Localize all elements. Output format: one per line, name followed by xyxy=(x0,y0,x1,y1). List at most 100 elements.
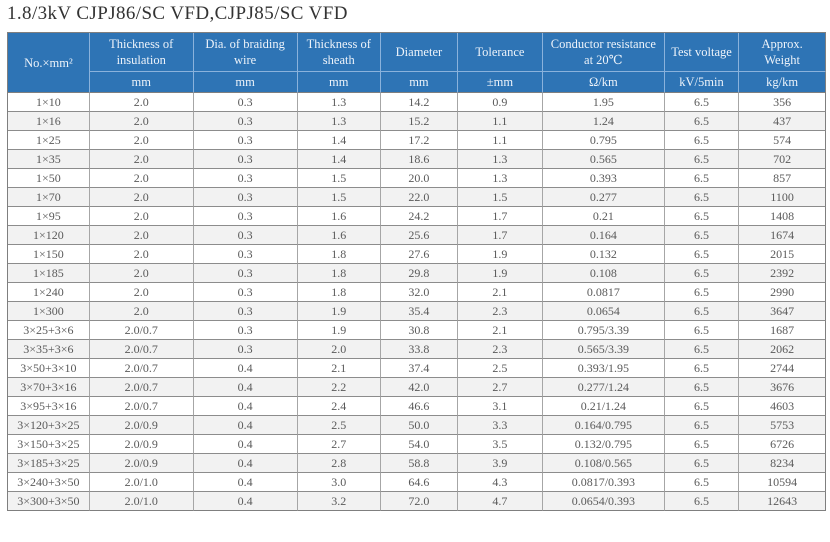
cell: 6.5 xyxy=(664,397,740,417)
cell: 702 xyxy=(739,150,826,170)
column-header-5: Diameter xyxy=(380,33,458,72)
cell: 15.2 xyxy=(380,112,458,132)
cell: 54.0 xyxy=(380,435,458,455)
cell: 0.3 xyxy=(193,150,298,170)
cell-size: 3×95+3×16 xyxy=(8,397,90,417)
cell: 1.8 xyxy=(297,264,381,284)
cell: 3.1 xyxy=(457,397,543,417)
cell: 0.3 xyxy=(193,283,298,303)
column-header-4: Thickness of sheath xyxy=(297,33,381,72)
cell: 2.0 xyxy=(89,169,194,189)
cell: 1.3 xyxy=(457,169,543,189)
cell: 0.795/3.39 xyxy=(542,321,665,341)
cell: 2.1 xyxy=(297,359,381,379)
cell: 8234 xyxy=(739,454,826,474)
cell: 2.0 xyxy=(89,112,194,132)
table-row: 3×150+3×25 2.0/0.9 0.4 2.7 54.0 3.5 0.132/0.79… xyxy=(8,435,826,455)
cell: 2.0 xyxy=(89,131,194,151)
cell: 0.3 xyxy=(193,321,298,341)
cell-size: 3×150+3×25 xyxy=(8,435,90,455)
table-row: 1×300 2.0 0.3 1.9 35.4 2.3 0.0654 6.5 3647 xyxy=(8,302,826,322)
cell-size: 1×150 xyxy=(8,245,90,265)
cell: 0.3 xyxy=(193,340,298,360)
cell-size: 3×70+3×16 xyxy=(8,378,90,398)
cell-size: 1×10 xyxy=(8,93,90,113)
cell: 0.795 xyxy=(542,131,665,151)
table-row: 1×120 2.0 0.3 1.6 25.6 1.7 0.164 6.5 1674 xyxy=(8,226,826,246)
cell: 2.0/0.7 xyxy=(89,378,194,398)
cell: 72.0 xyxy=(380,492,458,512)
cell: 0.393 xyxy=(542,169,665,189)
cell: 1.6 xyxy=(297,226,381,246)
cell: 2.0/0.7 xyxy=(89,321,194,341)
cell: 2.0/1.0 xyxy=(89,473,194,493)
cell-size: 1×300 xyxy=(8,302,90,322)
cell: 1.8 xyxy=(297,245,381,265)
cell: 2.8 xyxy=(297,454,381,474)
cell: 37.4 xyxy=(380,359,458,379)
cell: 6.5 xyxy=(664,302,740,322)
cell: 1.7 xyxy=(457,226,543,246)
column-unit-3: mm xyxy=(193,72,298,94)
cell-size: 3×185+3×25 xyxy=(8,454,90,474)
cell: 0.565/3.39 xyxy=(542,340,665,360)
cell: 6.5 xyxy=(664,473,740,493)
cell: 6.5 xyxy=(664,131,740,151)
column-unit-6: ±mm xyxy=(457,72,543,94)
cell: 2.0 xyxy=(89,245,194,265)
cell: 1.3 xyxy=(297,93,381,113)
table-row: 3×300+3×50 2.0/1.0 0.4 3.2 72.0 4.7 0.0654/0.3… xyxy=(8,492,826,512)
cell: 0.0817 xyxy=(542,283,665,303)
cell: 50.0 xyxy=(380,416,458,436)
cell-size: 3×35+3×6 xyxy=(8,340,90,360)
cell: 2.0/0.7 xyxy=(89,397,194,417)
cell: 1.9 xyxy=(297,321,381,341)
cell-size: 1×50 xyxy=(8,169,90,189)
column-unit-8: kV/5min xyxy=(664,72,740,94)
cell: 2.0 xyxy=(89,226,194,246)
cell: 2744 xyxy=(739,359,826,379)
cell: 3647 xyxy=(739,302,826,322)
cell-size: 1×25 xyxy=(8,131,90,151)
column-header-2: Thickness of insulation xyxy=(89,33,194,72)
cell: 6.5 xyxy=(664,245,740,265)
cell: 857 xyxy=(739,169,826,189)
cell: 2.0/0.9 xyxy=(89,454,194,474)
cell-size: 1×16 xyxy=(8,112,90,132)
cell: 46.6 xyxy=(380,397,458,417)
cell: 1.9 xyxy=(457,245,543,265)
cell: 33.8 xyxy=(380,340,458,360)
cell: 1100 xyxy=(739,188,826,208)
table-row: 1×95 2.0 0.3 1.6 24.2 1.7 0.21 6.5 1408 xyxy=(8,207,826,227)
cell: 0.3 xyxy=(193,302,298,322)
cell: 1.3 xyxy=(297,112,381,132)
cell: 3.3 xyxy=(457,416,543,436)
cell: 0.4 xyxy=(193,378,298,398)
cell: 0.277/1.24 xyxy=(542,378,665,398)
cell-size: 3×50+3×10 xyxy=(8,359,90,379)
cell: 6.5 xyxy=(664,321,740,341)
cell: 3.2 xyxy=(297,492,381,512)
cell: 1.8 xyxy=(297,283,381,303)
table-row: 1×25 2.0 0.3 1.4 17.2 1.1 0.795 6.5 574 xyxy=(8,131,826,151)
cell: 2.0 xyxy=(89,264,194,284)
column-unit-9: kg/km xyxy=(739,72,826,94)
unit-row: mm mm mm mm ±mm Ω/km kV/5min kg/km xyxy=(8,72,826,94)
cell: 0.4 xyxy=(193,492,298,512)
table-row: 1×10 2.0 0.3 1.3 14.2 0.9 1.95 6.5 356 xyxy=(8,93,826,113)
cell: 2.0 xyxy=(89,188,194,208)
column-header-7: Conductor resistance at 20℃ xyxy=(542,33,665,72)
cell: 32.0 xyxy=(380,283,458,303)
cell: 35.4 xyxy=(380,302,458,322)
table-row: 1×240 2.0 0.3 1.8 32.0 2.1 0.0817 6.5 2990 xyxy=(8,283,826,303)
column-unit-7: Ω/km xyxy=(542,72,665,94)
cell-size: 3×25+3×6 xyxy=(8,321,90,341)
cell: 58.8 xyxy=(380,454,458,474)
cell: 0.3 xyxy=(193,93,298,113)
cell-size: 3×120+3×25 xyxy=(8,416,90,436)
cell: 1.1 xyxy=(457,112,543,132)
table-head: No.×mm² Thickness of insulation Dia. of br… xyxy=(8,33,826,94)
cell: 2.0/0.9 xyxy=(89,435,194,455)
cell: 3676 xyxy=(739,378,826,398)
